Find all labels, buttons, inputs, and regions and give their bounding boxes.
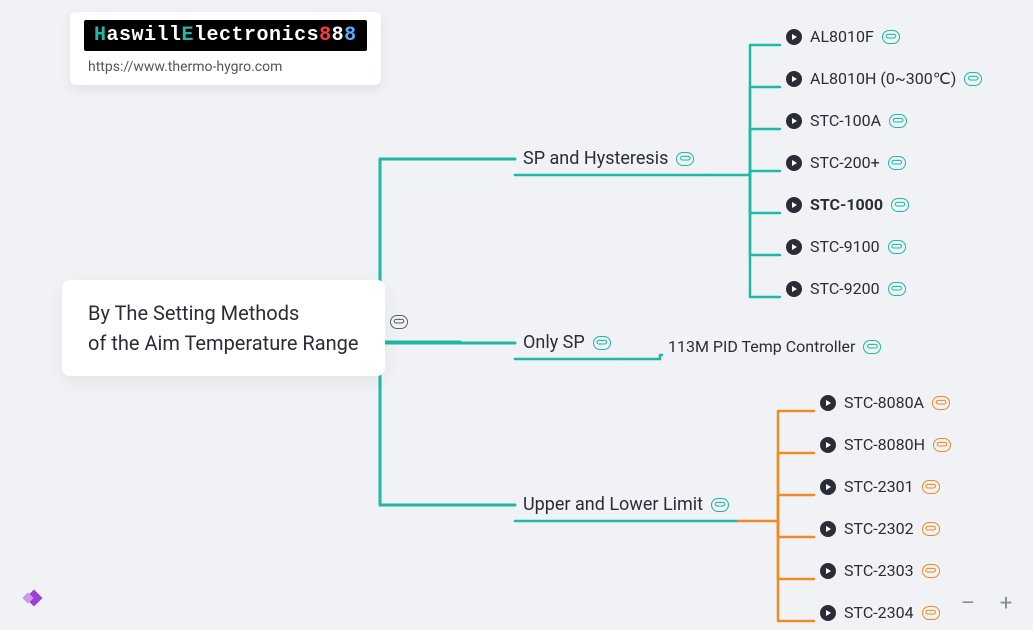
link-icon[interactable]: ⊂⊃ (932, 396, 950, 410)
leaf-label: STC-100A (810, 111, 881, 130)
leaf-label: STC-1000 (810, 195, 883, 214)
leaf-label: 113M PID Temp Controller (668, 337, 855, 356)
play-icon[interactable] (786, 239, 802, 255)
zoom-in-button[interactable]: + (993, 590, 1019, 616)
zoom-controls: – + (955, 590, 1019, 616)
leaf-label: AL8010H (0~300℃) (810, 69, 956, 88)
leaf-node[interactable]: STC-2302 ⊂⊃ (820, 519, 940, 538)
leaf-node[interactable]: STC-1000 ⊂⊃ (786, 195, 909, 214)
leaf-node[interactable]: STC-8080A ⊂⊃ (820, 393, 950, 412)
leaf-node[interactable]: STC-2304 ⊂⊃ (820, 603, 940, 622)
link-icon[interactable]: ⊂⊃ (888, 240, 906, 254)
play-icon[interactable] (820, 605, 836, 621)
logo-bar: HaswillElectronics888 (84, 20, 367, 51)
link-icon[interactable]: ⊂⊃ (922, 480, 940, 494)
link-icon[interactable]: ⊂⊃ (888, 156, 906, 170)
link-icon[interactable]: ⊂⊃ (933, 438, 951, 452)
play-icon[interactable] (786, 155, 802, 171)
link-icon[interactable]: ⊂⊃ (891, 198, 909, 212)
zoom-out-button[interactable]: – (955, 590, 981, 616)
play-icon[interactable] (820, 563, 836, 579)
leaf-node[interactable]: STC-9200 ⊂⊃ (786, 279, 906, 298)
link-icon[interactable]: ⊂⊃ (863, 340, 881, 354)
link-icon[interactable]: ⊂⊃ (888, 282, 906, 296)
branch-label: SP and Hysteresis (523, 148, 668, 169)
link-icon[interactable]: ⊂⊃ (889, 114, 907, 128)
leaf-label: STC-200+ (810, 153, 880, 172)
leaf-label: STC-8080H (844, 435, 925, 454)
link-icon[interactable]: ⊂⊃ (922, 606, 940, 620)
leaf-node[interactable]: STC-9100 ⊂⊃ (786, 237, 906, 256)
link-icon[interactable]: ⊂⊃ (964, 72, 982, 86)
leaf-node[interactable]: STC-2303 ⊂⊃ (820, 561, 940, 580)
branch-label: Only SP (523, 332, 585, 353)
leaf-label: STC-9200 (810, 279, 880, 298)
leaf-label: STC-2304 (844, 603, 914, 622)
leaf-node[interactable]: STC-8080H ⊂⊃ (820, 435, 951, 454)
link-icon[interactable]: ⊂⊃ (922, 522, 940, 536)
play-icon[interactable] (820, 395, 836, 411)
play-icon[interactable] (820, 521, 836, 537)
logo-url: https://www.thermo-hygro.com (84, 59, 367, 75)
branch-node[interactable]: SP and Hysteresis ⊂⊃ (523, 148, 694, 169)
play-icon[interactable] (786, 71, 802, 87)
play-icon[interactable] (786, 29, 802, 45)
logo-card: HaswillElectronics888 https://www.thermo… (70, 12, 381, 85)
leaf-node[interactable]: 113M PID Temp Controller ⊂⊃ (668, 337, 881, 356)
leaf-label: STC-2302 (844, 519, 914, 538)
leaf-label: STC-8080A (844, 393, 924, 412)
leaf-label: STC-2303 (844, 561, 914, 580)
leaf-node[interactable]: STC-2301 ⊂⊃ (820, 477, 940, 496)
link-icon[interactable]: ⊂⊃ (676, 152, 694, 166)
link-icon[interactable]: ⊂⊃ (882, 30, 900, 44)
link-icon[interactable]: ⊂⊃ (593, 336, 611, 350)
leaf-node[interactable]: AL8010F ⊂⊃ (786, 27, 900, 46)
play-icon[interactable] (820, 437, 836, 453)
link-icon[interactable]: ⊂⊃ (711, 498, 729, 512)
play-icon[interactable] (820, 479, 836, 495)
leaf-label: AL8010F (810, 27, 874, 46)
link-icon[interactable]: ⊂⊃ (390, 315, 408, 329)
leaf-label: STC-9100 (810, 237, 880, 256)
branch-node[interactable]: Upper and Lower Limit ⊂⊃ (523, 494, 729, 515)
root-node[interactable]: By The Setting Methodsof the Aim Tempera… (62, 280, 385, 376)
branch-label: Upper and Lower Limit (523, 494, 703, 515)
leaf-node[interactable]: AL8010H (0~300℃) ⊂⊃ (786, 69, 982, 88)
diamond-icon[interactable] (22, 586, 46, 610)
play-icon[interactable] (786, 113, 802, 129)
play-icon[interactable] (786, 281, 802, 297)
link-icon[interactable]: ⊂⊃ (922, 564, 940, 578)
branch-node[interactable]: Only SP ⊂⊃ (523, 332, 611, 353)
leaf-node[interactable]: STC-200+ ⊂⊃ (786, 153, 906, 172)
leaf-node[interactable]: STC-100A ⊂⊃ (786, 111, 907, 130)
play-icon[interactable] (786, 197, 802, 213)
leaf-label: STC-2301 (844, 477, 914, 496)
